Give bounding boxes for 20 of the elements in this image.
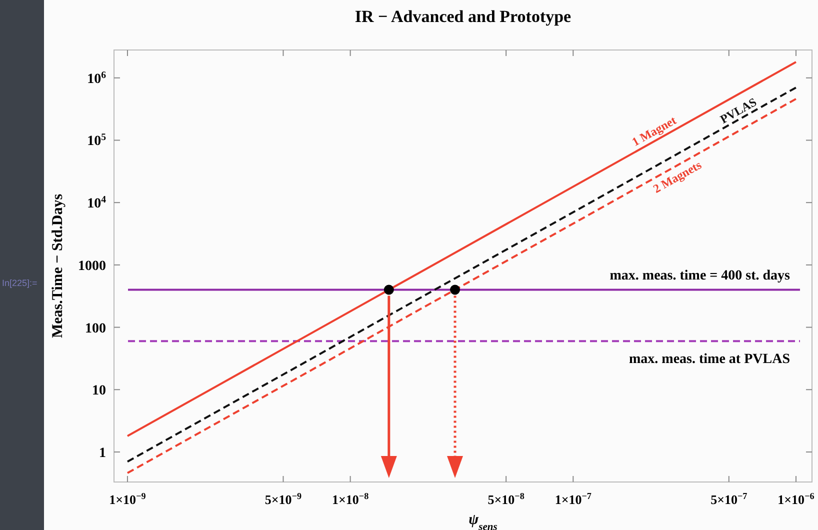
y-tick-label: 1 <box>99 446 106 461</box>
x-tick-label: 1×10$^{−7}$ <box>554 491 592 507</box>
x-axis-title: ψ$_{sens}$ <box>468 512 498 530</box>
x-tick-label: 5×10$^{−8}$ <box>488 491 525 507</box>
text: In[225]:= <box>2 278 38 288</box>
y-tick-label: 100 <box>85 321 106 336</box>
x-tick-label: 1×10$^{−9}$ <box>109 491 146 507</box>
y-tick-label: 10$^{6}$ <box>87 69 106 87</box>
ref-line-label: max. meas. time at PVLAS <box>629 352 790 368</box>
x-tick-label: 1×10$^{−8}$ <box>332 491 370 507</box>
chart-title: IR − Advanced and Prototype <box>354 7 572 26</box>
y-axis-title: Meas.Time − Std.Days <box>50 194 66 338</box>
y-tick-label: 1000 <box>78 258 106 274</box>
x-tick-label: 1×10$^{−6}$ <box>778 491 815 507</box>
x-tick-label: 5×10$^{−7}$ <box>710 491 748 507</box>
y-tick-label: 10$^{4}$ <box>87 194 106 212</box>
y-tick-label: 10 <box>92 384 106 399</box>
ref-line-label: max. meas. time = 400 st. days <box>610 268 791 284</box>
y-tick-label: 10$^{5}$ <box>87 132 106 150</box>
x-tick-label: 5×10$^{−9}$ <box>264 491 302 507</box>
